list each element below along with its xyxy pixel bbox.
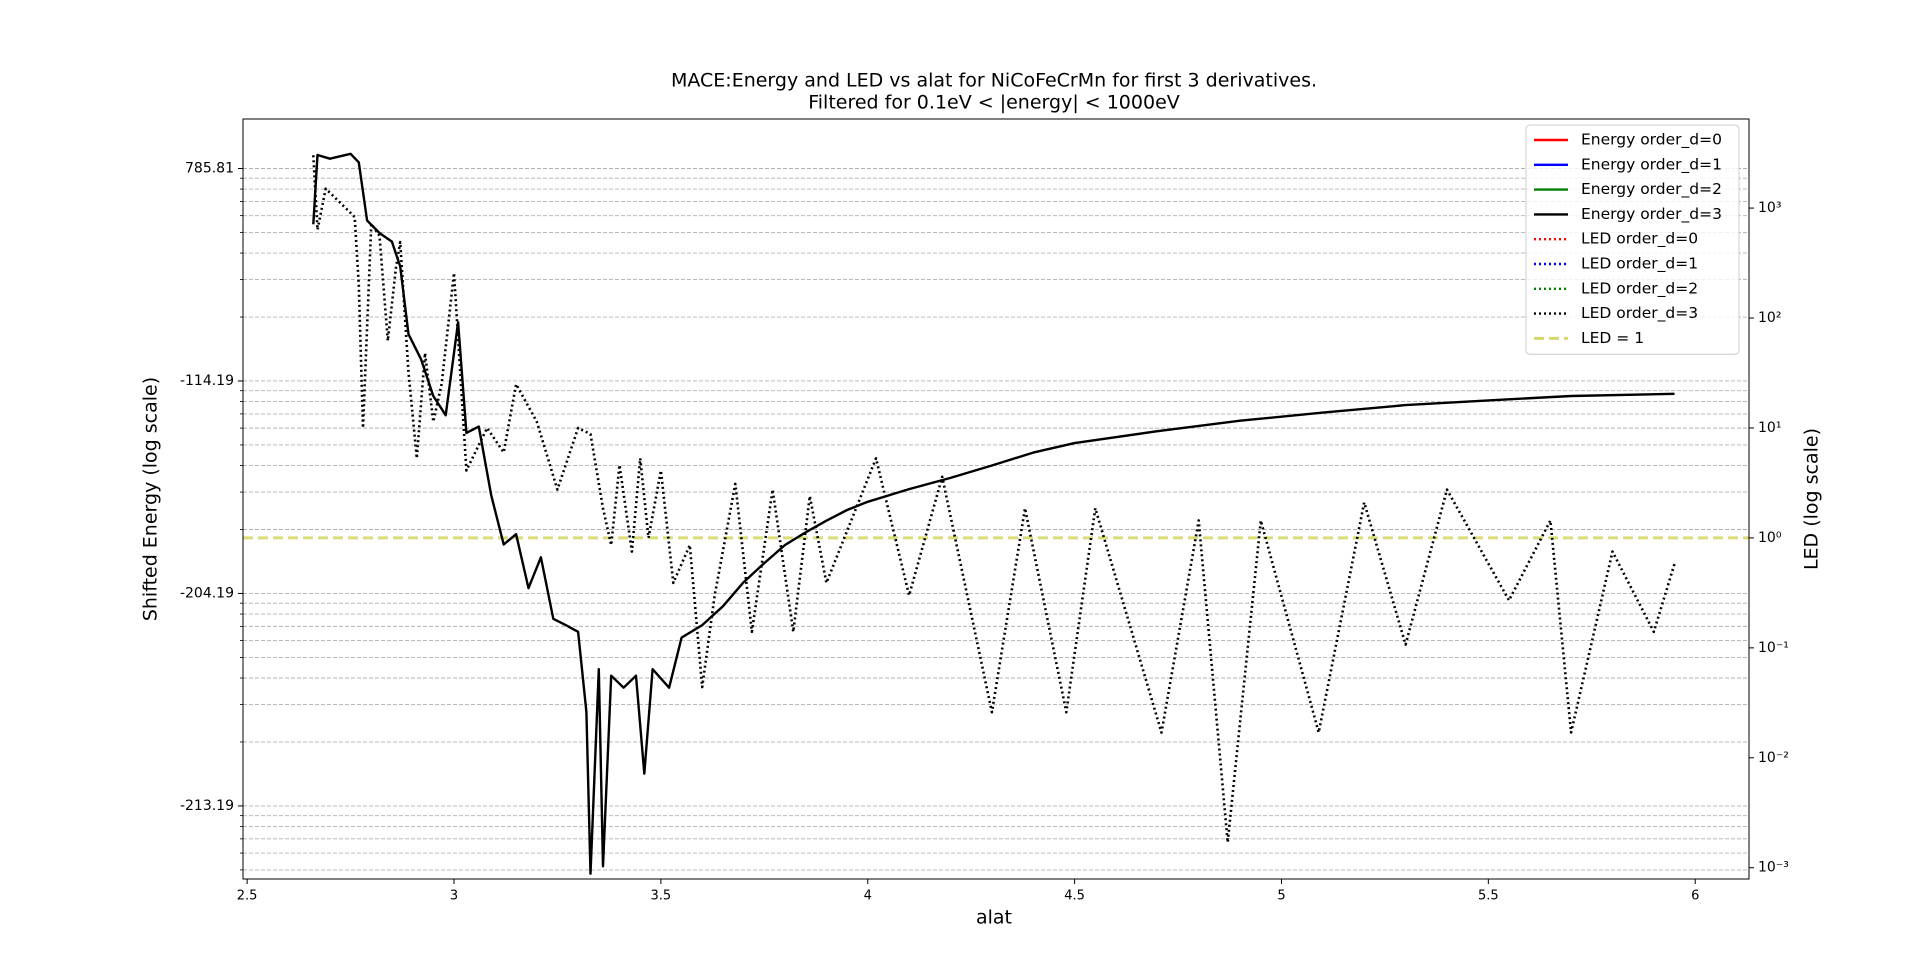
legend-label: LED order_d=0	[1581, 230, 1698, 249]
y2-tick-label: 10²	[1758, 310, 1781, 326]
y2-tick-label: 10³	[1758, 200, 1781, 216]
y2-tick-label: 10¹	[1758, 420, 1781, 436]
x-axis-label: alat	[976, 907, 1012, 929]
y-axis-label: Shifted Energy (log scale)	[140, 377, 162, 621]
legend-label: Energy order_d=0	[1581, 131, 1722, 150]
y-tick-label: -114.19	[180, 373, 234, 389]
x-tick-label: 4.5	[1064, 889, 1085, 904]
x-tick-label: 4	[864, 889, 872, 904]
y-tick-label: -204.19	[180, 585, 234, 601]
legend-label: LED order_d=2	[1581, 279, 1698, 298]
y2-tick-label: 10⁰	[1758, 530, 1782, 546]
legend: Energy order_d=0 Energy order_d=1 Energy o…	[1525, 124, 1740, 355]
grid	[243, 168, 1749, 871]
legend-label: Energy order_d=1	[1581, 155, 1722, 174]
x-tick-label: 2.5	[237, 889, 258, 904]
axes: -213.19 -204.19 -114.19 785.81 10⁻³ 10⁻² 10⁻¹ 1…	[180, 118, 1789, 904]
y-tick-label: -213.19	[180, 798, 234, 814]
x-tick-label: 3	[450, 889, 458, 904]
series-line	[312, 152, 1675, 875]
y2-tick-label: 10⁻²	[1758, 750, 1789, 766]
y2-axis-label: LED (log scale)	[1801, 428, 1823, 570]
y2-tick-label: 10⁻³	[1758, 860, 1789, 876]
x-tick-label: 3.5	[651, 889, 672, 904]
y-tick-label: 785.81	[185, 161, 234, 177]
y2-tick-label: 10⁻¹	[1758, 640, 1789, 656]
legend-label: LED = 1	[1581, 329, 1644, 347]
plot-frame	[242, 118, 1750, 880]
chart-subtitle: Filtered for 0.1eV < |energy| < 1000eV	[808, 92, 1180, 114]
x-tick-label: 5.5	[1478, 889, 1499, 904]
legend-label: Energy order_d=2	[1581, 180, 1722, 199]
legend-label: LED order_d=3	[1581, 304, 1698, 323]
chart-title: MACE:Energy and LED vs alat for NiCoFeCr…	[671, 70, 1317, 92]
legend-frame	[1525, 124, 1740, 355]
plot-area	[243, 152, 1749, 875]
series-line	[312, 155, 1676, 844]
x-tick-label: 6	[1691, 889, 1699, 904]
x-tick-label: 5	[1277, 889, 1285, 904]
legend-label: Energy order_d=3	[1581, 205, 1722, 224]
legend-label: LED order_d=1	[1581, 255, 1698, 274]
